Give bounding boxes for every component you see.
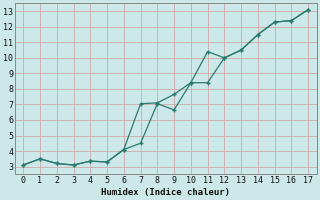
X-axis label: Humidex (Indice chaleur): Humidex (Indice chaleur) (101, 188, 230, 197)
